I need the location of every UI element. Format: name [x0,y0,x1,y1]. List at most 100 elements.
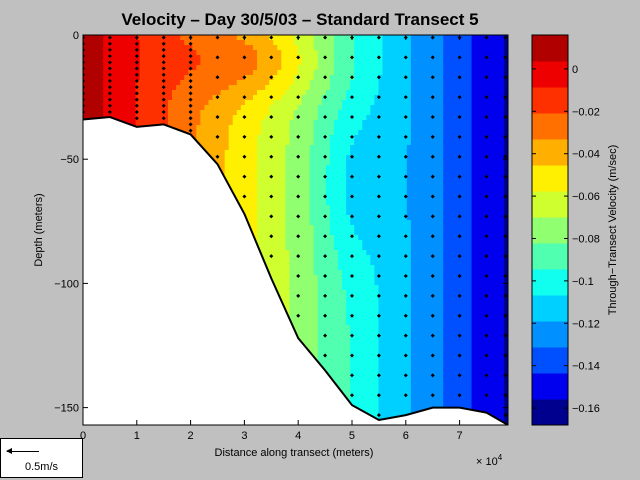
field-cell [131,115,137,121]
field-cell [253,55,258,61]
field-cell [248,160,254,166]
field-cell [212,70,218,76]
field-cell [309,235,315,241]
field-cell [273,35,278,41]
field-cell [220,70,226,76]
field-cell [309,205,315,211]
field-cell [313,190,319,196]
field-cell [265,200,270,206]
field-cell [317,135,323,141]
field-cell [305,170,311,176]
field-cell [99,60,104,66]
field-cell [281,185,286,191]
field-cell [212,155,218,161]
field-cell [244,210,250,216]
field-cell [301,145,307,151]
field-cell [281,255,286,261]
field-cell [338,125,343,131]
field-cell [244,195,250,201]
field-cell [305,255,311,261]
field-cell [224,105,230,111]
field-cell [265,45,270,51]
field-cell [220,45,226,51]
field-cell [289,250,295,256]
field-cell [265,160,270,166]
field-cell [107,80,112,86]
field-cell [204,40,210,46]
field-cell [248,75,254,81]
field-cell [265,150,270,156]
field-cell [224,95,230,101]
field-cell [273,245,278,251]
field-cell [329,315,335,321]
field-cell [297,220,303,226]
field-cell [196,105,201,111]
field-cell [333,240,339,246]
field-cell [309,50,315,56]
field-cell [257,50,262,56]
field-cell [289,310,295,316]
field-cell [289,45,295,51]
field-cell [253,210,258,216]
field-cell [216,135,222,141]
field-cell [273,125,278,131]
field-cell [285,230,291,236]
field-cell [321,145,327,151]
field-cell [228,100,234,106]
field-cell [192,125,197,131]
field-cell [309,90,315,96]
field-cell [265,100,270,106]
field-cell [127,70,133,76]
field-cell [321,175,327,181]
field-cell [139,65,145,71]
field-cell [127,90,133,96]
field-cell [309,55,315,61]
field-cell [338,295,343,301]
field-cell [192,35,197,41]
field-cell [297,75,303,81]
field-cell [99,65,104,71]
field-cell [293,315,299,321]
field-cell [301,130,307,136]
field-cell [208,45,214,51]
field-cell [338,245,343,251]
field-cell [253,150,258,156]
field-cell [329,110,335,116]
field-cell [338,345,343,351]
field-cell [253,95,258,101]
field-cell [301,110,307,116]
field-cell [333,295,339,301]
field-cell [99,100,104,106]
field-cell [240,45,246,51]
field-cell [333,175,339,181]
field-cell [329,325,335,331]
field-cell [301,40,307,46]
field-cell [277,255,282,261]
field-cell [139,100,145,106]
field-cell [329,270,335,276]
field-cell [224,110,230,116]
field-cell [313,300,319,306]
field-cell [151,40,157,46]
field-cell [257,95,262,101]
field-cell [135,80,141,86]
field-cell [87,60,92,66]
field-cell [87,35,92,41]
field-cell [297,100,303,106]
field-cell [301,65,307,71]
field-cell [115,100,121,106]
field-cell [95,40,100,46]
field-cell [159,50,165,56]
field-cell [261,160,266,166]
field-cell [87,80,92,86]
field-cell [277,50,282,56]
field-cell [305,315,311,321]
field-cell [253,125,258,131]
field-cell [289,185,295,191]
field-cell [289,305,295,311]
field-cell [257,215,262,221]
field-cell [301,235,307,241]
field-cell [289,80,295,86]
field-cell [321,325,327,331]
field-cell [297,155,303,161]
